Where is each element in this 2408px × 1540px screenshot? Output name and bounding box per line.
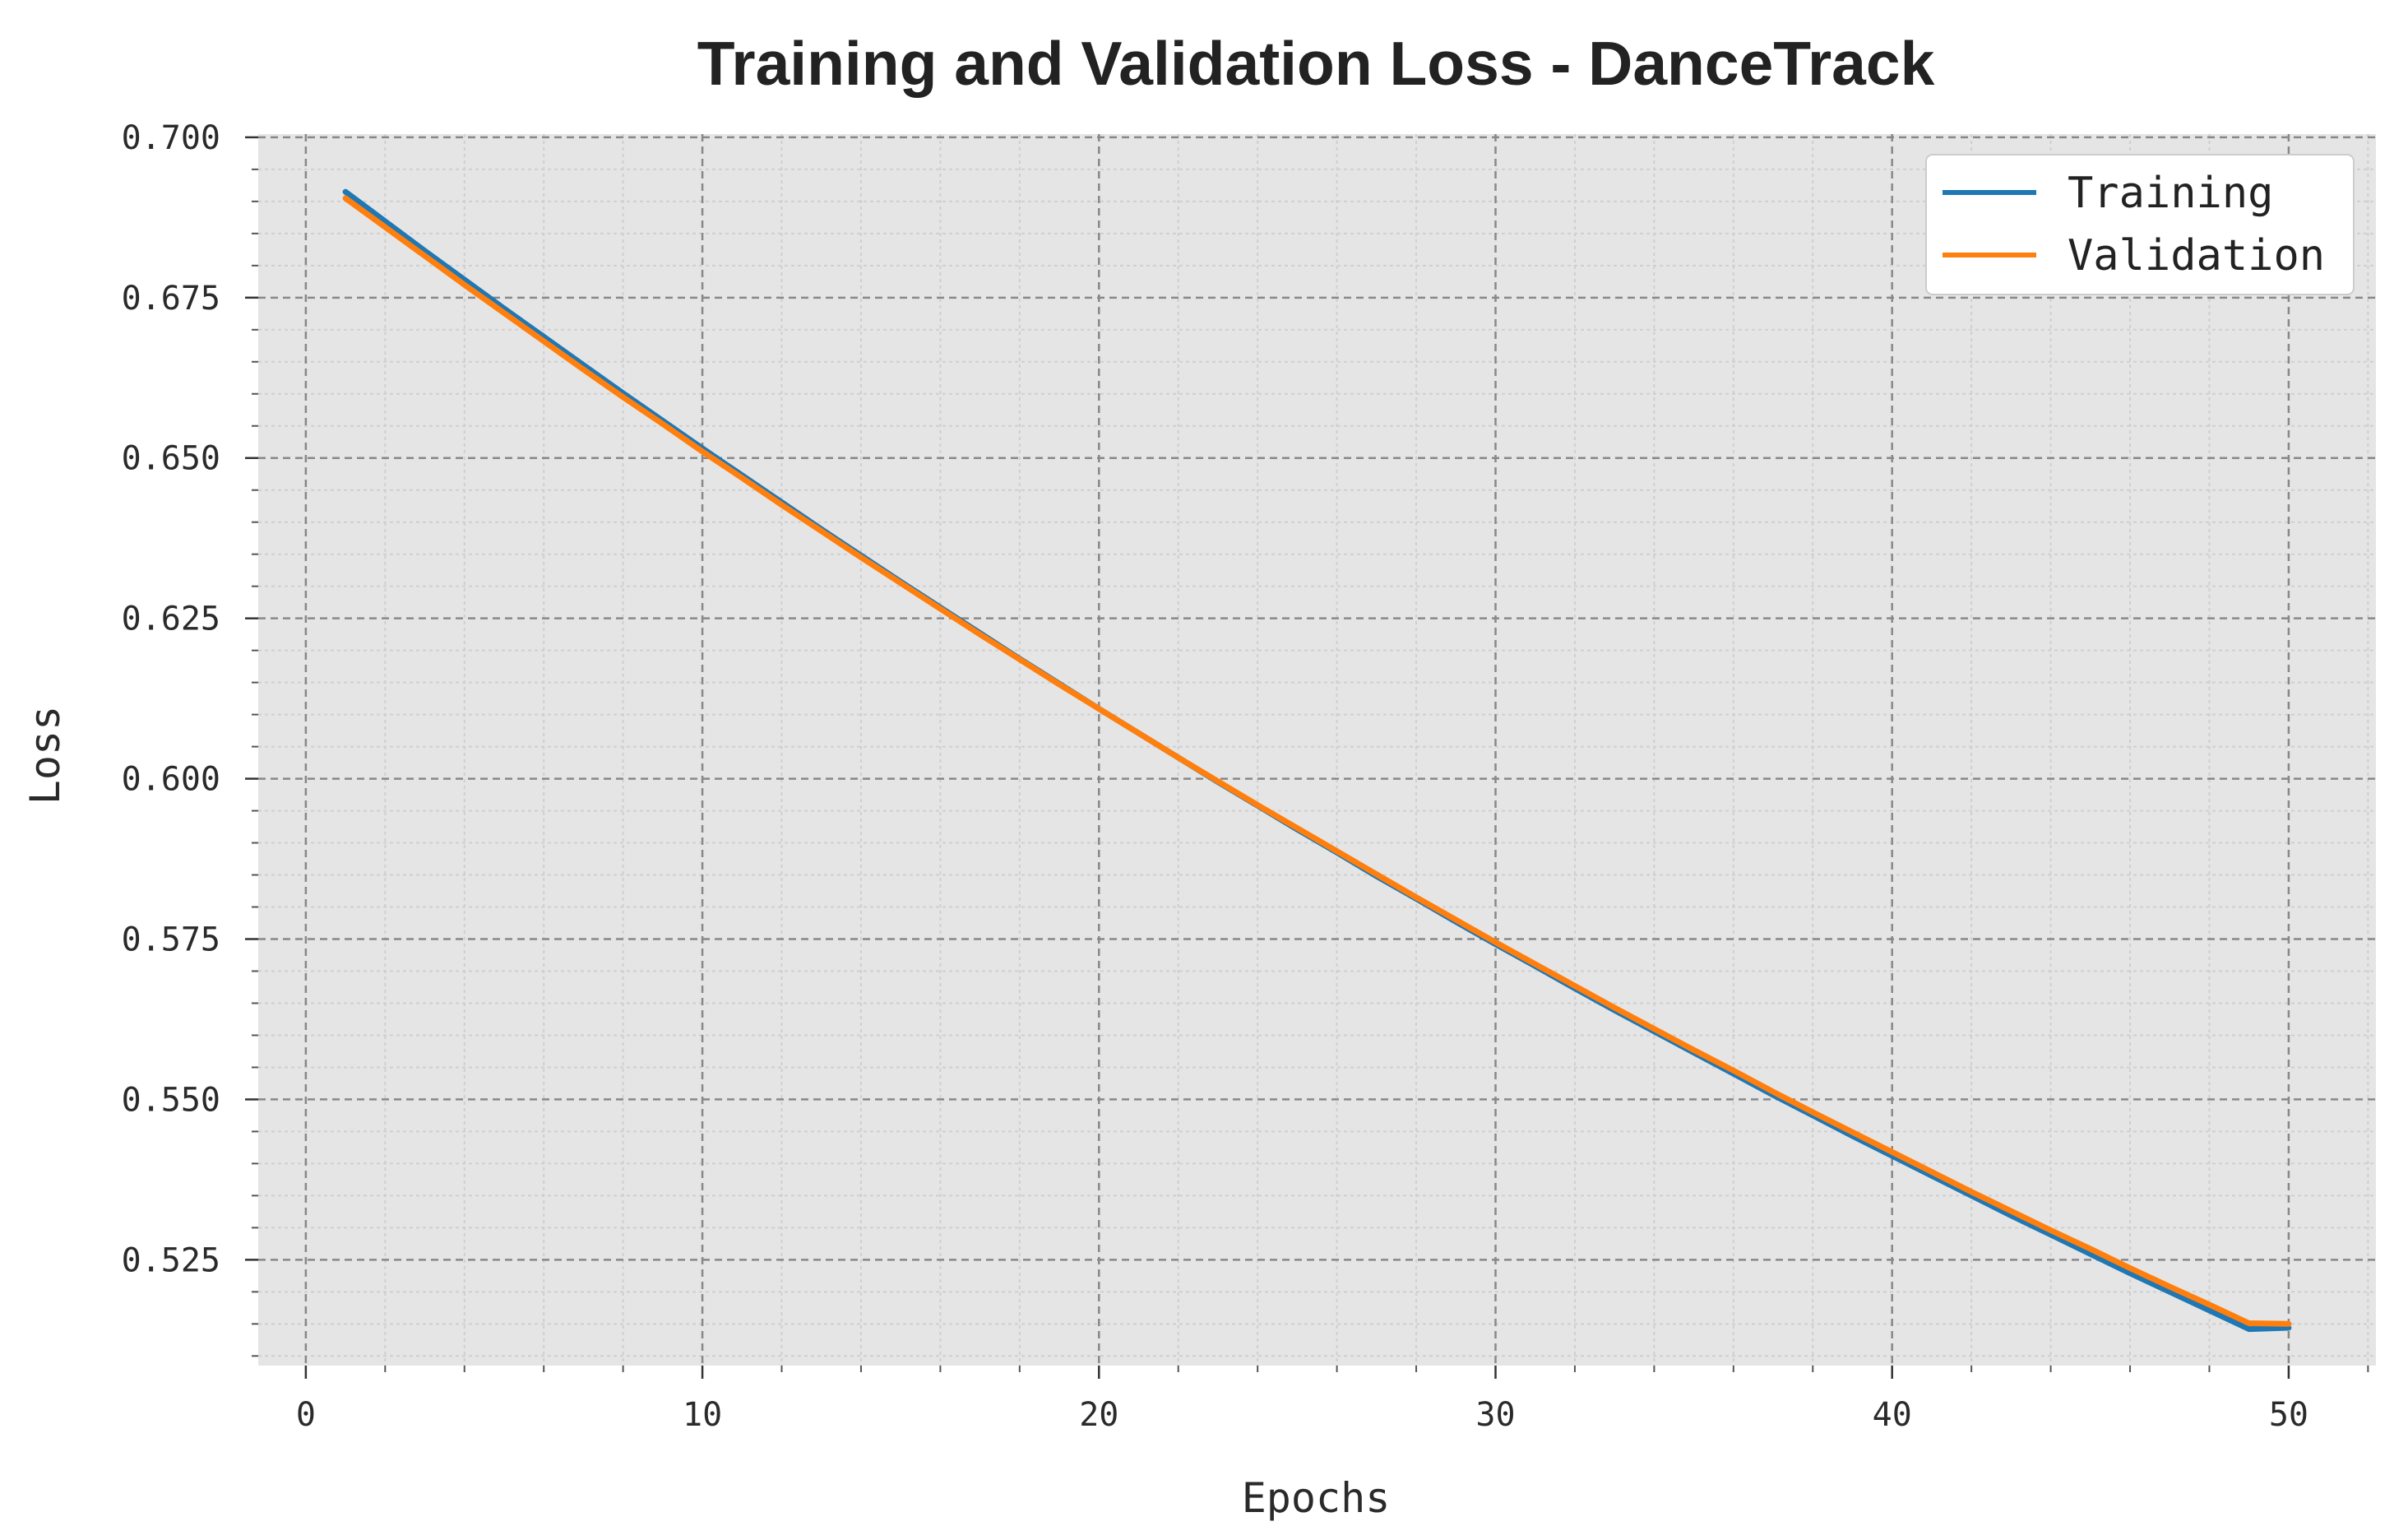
series-line-validation [342, 195, 2292, 1327]
axis-ticks [245, 136, 2369, 1379]
x-tick-label: 50 [2269, 1396, 2308, 1434]
x-axis-label: Epochs [1242, 1474, 1391, 1522]
legend: Training Validation [1925, 154, 2355, 295]
y-tick-label: 0.700 [122, 119, 220, 157]
x-tick-label: 30 [1475, 1396, 1515, 1434]
y-tick-label: 0.525 [122, 1241, 220, 1279]
x-tick-label: 20 [1079, 1396, 1118, 1434]
y-tick-label: 0.650 [122, 440, 220, 478]
x-tick-label: 0 [296, 1396, 316, 1434]
legend-box [1925, 154, 2355, 295]
x-tick-label: 10 [683, 1396, 722, 1434]
y-axis-label: Loss [21, 706, 69, 805]
y-tick-label: 0.675 [122, 280, 220, 318]
tick-labels: 0 10 20 30 40 50 0.525 0.550 0.575 0.600 0.625 0.65… [122, 119, 2308, 1434]
y-tick-label: 0.625 [122, 601, 220, 638]
series-layer [342, 188, 2292, 1333]
legend-label-training: Training [2068, 169, 2273, 218]
plot-area [258, 134, 2376, 1366]
y-tick-label: 0.600 [122, 761, 220, 799]
y-tick-label: 0.575 [122, 921, 220, 959]
major-grid [258, 134, 2376, 1366]
legend-label-validation: Validation [2068, 231, 2325, 281]
y-tick-label: 0.550 [122, 1081, 220, 1119]
x-tick-label: 40 [1873, 1396, 1912, 1434]
chart-title: Training and Validation Loss - DanceTrac… [697, 29, 1935, 98]
